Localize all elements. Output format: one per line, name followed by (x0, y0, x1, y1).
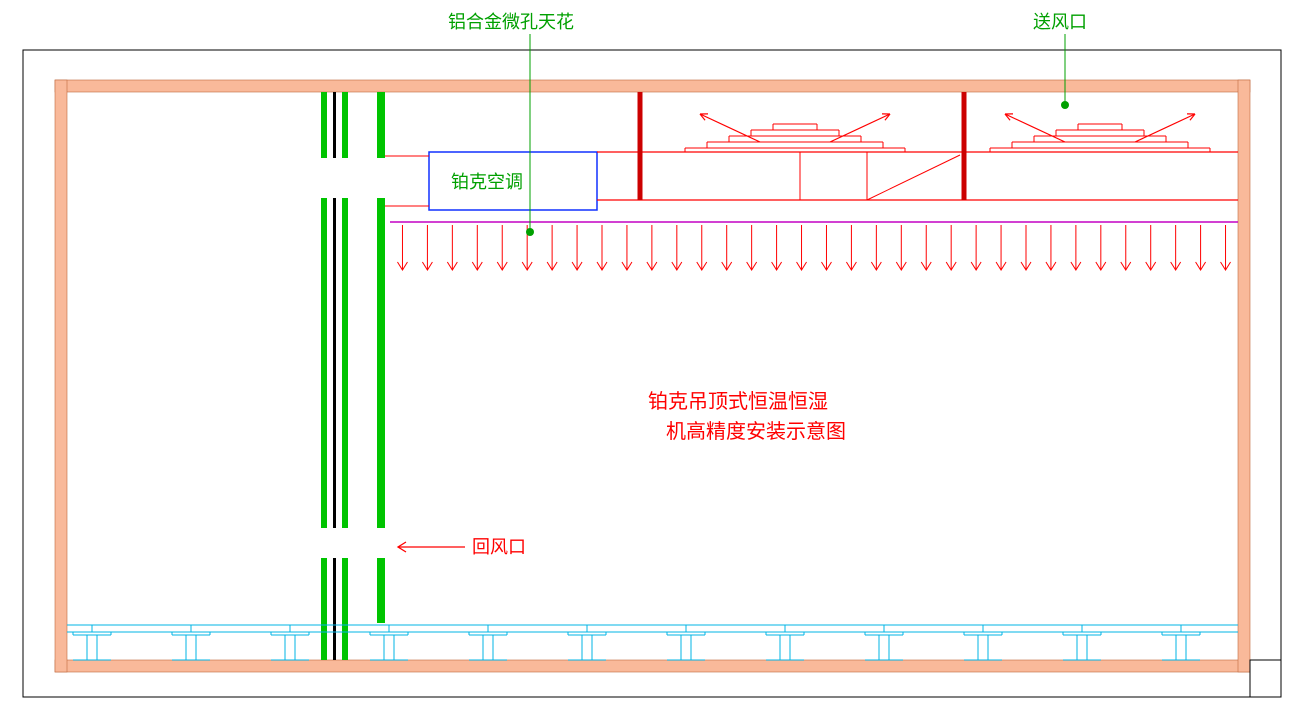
partition-core (333, 92, 336, 158)
wall-top (55, 80, 1250, 92)
wall-right (1238, 80, 1250, 672)
partition-green-r (342, 558, 348, 660)
partition-green-l (321, 558, 327, 660)
partition-core (333, 558, 336, 660)
partition-green-l (321, 198, 327, 528)
wall-notch (1250, 660, 1281, 697)
partition-right-col (377, 198, 385, 528)
label-supply: 送风口 (1033, 12, 1087, 32)
leader-ceiling-dot (526, 228, 534, 236)
partition-green-l (321, 92, 327, 158)
installation-diagram: 铂克空调 铝合金微孔天花 送风口回风口 铂克吊顶式恒温恒湿机高精度安装示意图 (0, 0, 1300, 705)
partition-right-col (377, 558, 385, 623)
hvac-unit-label: 铂克空调 (451, 172, 523, 192)
partition-right-col (377, 92, 385, 158)
partition-green-r (342, 198, 348, 528)
label-return: 回风口 (472, 537, 526, 557)
wall-bottom (55, 660, 1250, 672)
label-ceiling: 铝合金微孔天花 (448, 12, 574, 32)
title-line1: 铂克吊顶式恒温恒湿 (648, 390, 828, 413)
leader-supply-dot (1061, 101, 1069, 109)
title-line2: 机高精度安装示意图 (666, 420, 846, 443)
duct-damper (867, 155, 960, 200)
partition-core (333, 198, 336, 528)
partition-green-r (342, 92, 348, 158)
wall-left (55, 80, 67, 672)
outer-frame (23, 50, 1281, 697)
